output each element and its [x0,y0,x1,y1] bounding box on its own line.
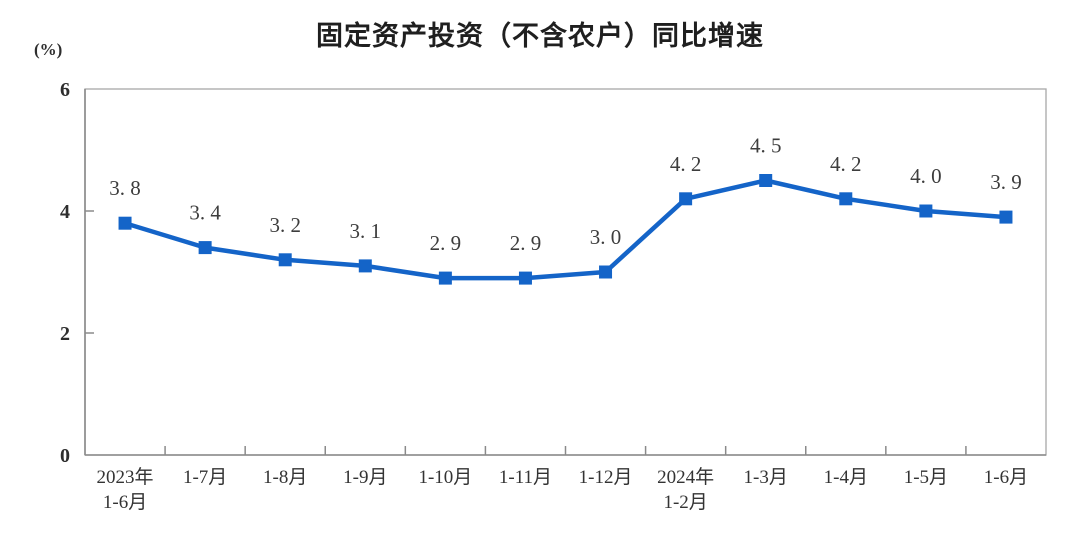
x-tick-label: 1-5月 [904,467,948,488]
data-point-label: 3. 2 [269,213,301,237]
data-point-label: 3. 9 [990,170,1022,194]
x-tick-label: 1-10月 [418,467,472,488]
data-point-marker [278,253,292,267]
x-tick-label: 1-4月 [824,467,868,488]
x-tick-label: 1-9月 [343,467,387,488]
y-tick-label: 0 [60,445,70,467]
data-line [122,178,1009,281]
data-point-label: 3. 0 [590,225,622,249]
data-point-marker [358,259,372,273]
x-tick-label: 2024年 1-2月 [657,466,714,513]
data-point-marker [599,265,613,279]
data-point-marker [118,216,132,230]
data-point-label: 4. 2 [670,152,702,176]
data-point-marker [679,192,693,206]
chart-title: 固定资产投资（不含农户）同比增速 [316,21,764,51]
data-point-label: 2. 9 [430,231,462,255]
x-tick-label: 1-6月 [984,467,1028,488]
plot-border [84,88,1047,456]
data-point-marker [999,210,1013,224]
y-tick-label: 6 [60,79,70,101]
data-point-label: 4. 0 [910,164,942,188]
x-tick-label: 1-8月 [263,467,307,488]
data-point-label: 3. 8 [109,176,141,200]
data-point-marker [839,192,853,206]
x-tick-label: 1-3月 [744,467,788,488]
data-point-label: 3. 4 [189,201,221,225]
x-tick-label: 1-12月 [579,467,633,488]
x-tick-label: 1-7月 [183,467,227,488]
y-tick-label: 2 [60,323,70,345]
data-point-marker [919,204,933,218]
data-point-marker [759,174,773,187]
data-point-label: 2. 9 [510,231,542,255]
data-point-label: 4. 2 [830,152,862,176]
data-point-marker [518,271,532,285]
x-tick-label: 1-11月 [499,467,552,488]
data-point-marker [438,271,452,285]
data-point-label: 4. 5 [750,134,782,158]
data-point-marker [198,241,212,255]
x-tick-label: 2023年 1-6月 [97,466,154,513]
data-point-label: 3. 1 [350,219,382,243]
y-axis-unit-label: (%) [34,40,63,59]
y-tick-label: 4 [60,201,70,223]
